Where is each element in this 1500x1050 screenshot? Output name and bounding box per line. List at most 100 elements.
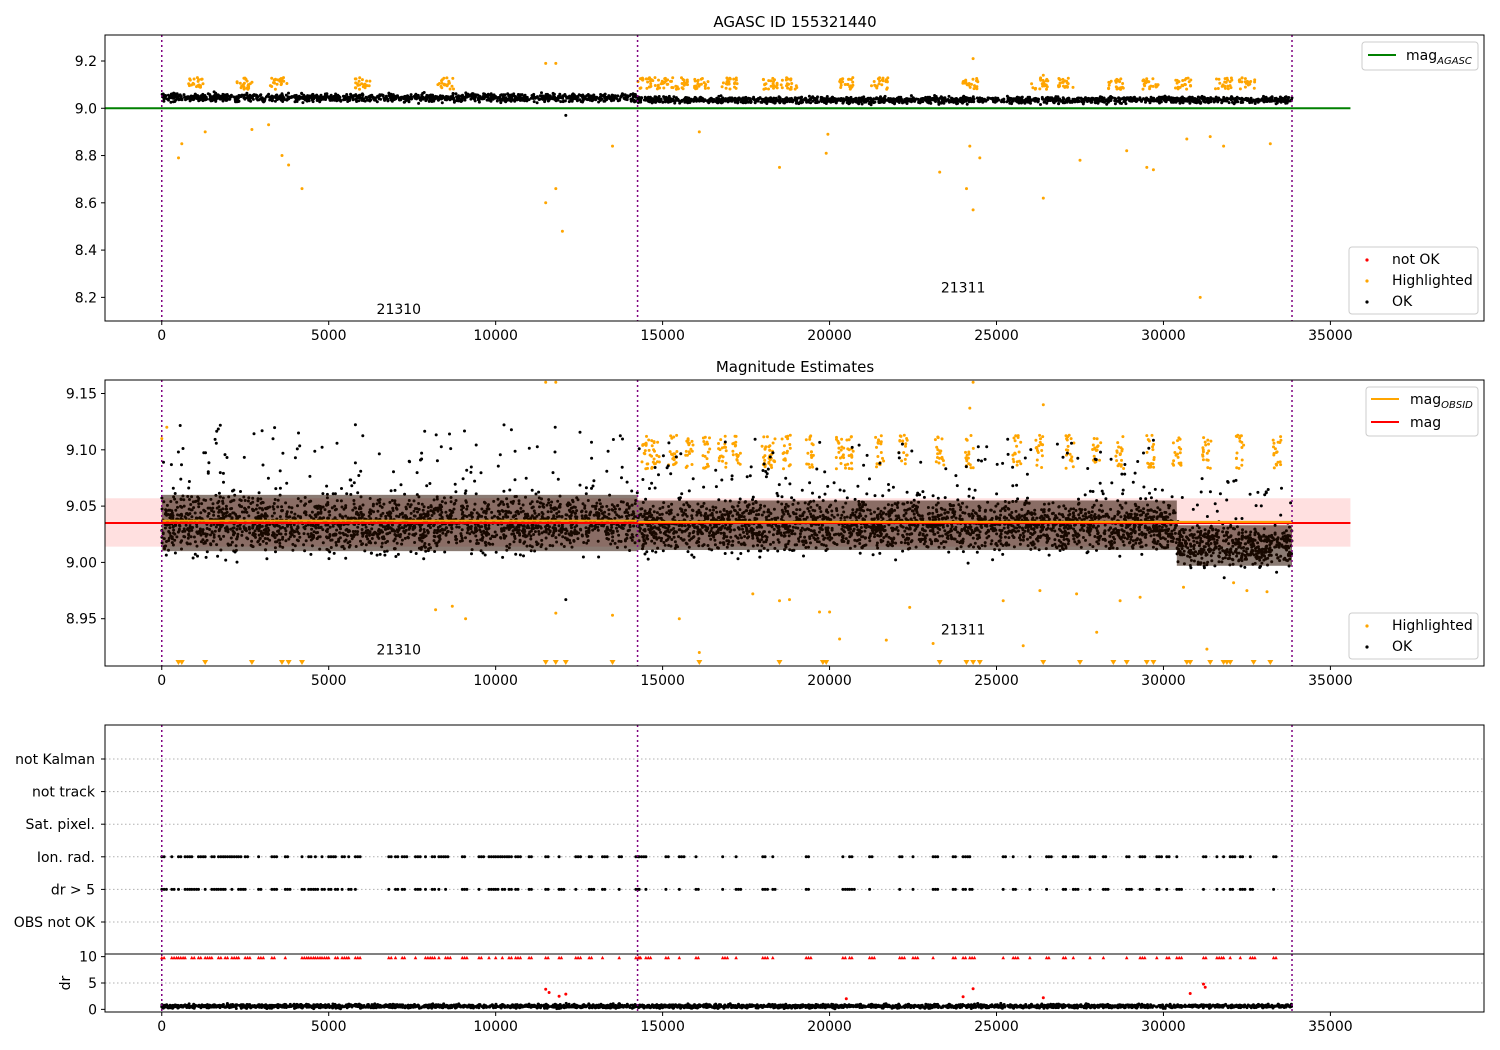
ok-point [674, 96, 678, 100]
y-tick-label: 8.4 [75, 243, 97, 259]
highlighted-point [875, 462, 879, 466]
highlighted-point [769, 79, 773, 83]
ok-point [499, 93, 503, 97]
highlighted-point [657, 455, 661, 459]
ok-point [170, 96, 173, 100]
highlighted-point [779, 83, 783, 87]
ok-point [839, 99, 843, 103]
ok-point [167, 98, 170, 102]
ok-point [1269, 96, 1273, 100]
x-tick-label: 0 [157, 328, 166, 344]
highlighted-point [775, 81, 779, 85]
highlighted-point [647, 438, 651, 442]
ok-point [343, 96, 347, 100]
highlighted-point [961, 80, 965, 84]
ok-point [514, 98, 518, 101]
ok-point [392, 98, 395, 102]
ok-point [581, 93, 585, 97]
highlighted-point [879, 451, 883, 454]
highlighted-point [662, 86, 666, 90]
ok-point [351, 98, 355, 102]
highlighted-point [544, 61, 548, 65]
highlighted-point [682, 78, 686, 82]
highlighted-point [442, 83, 446, 87]
highlighted-point [357, 79, 361, 83]
highlighted-point [1116, 441, 1120, 445]
x-tick-label: 30000 [1141, 328, 1186, 344]
ok-point [1152, 96, 1156, 100]
ok-point [171, 100, 175, 104]
x-tick-label: 20000 [807, 328, 852, 344]
highlighted-point [367, 84, 371, 88]
ok-point [1242, 97, 1246, 101]
highlighted-point [354, 86, 358, 90]
highlighted-point [938, 170, 942, 174]
ok-point [510, 94, 514, 98]
highlighted-point [718, 448, 722, 452]
ok-point [691, 98, 695, 102]
ok-point [306, 94, 310, 98]
ok-point [588, 95, 592, 99]
highlighted-point [1036, 449, 1039, 453]
ok-point [417, 101, 421, 105]
ok-point [354, 94, 358, 98]
ok-point [243, 96, 247, 100]
legend-status: not OK Highlighted OK [1348, 246, 1479, 315]
highlighted-point [834, 467, 838, 471]
ok-point [841, 101, 845, 105]
ok-point [173, 492, 177, 495]
highlighted-point [1071, 85, 1075, 89]
ok-point [926, 100, 930, 104]
ok-point [193, 92, 197, 96]
ok-point [477, 97, 481, 101]
highlighted-point [834, 456, 838, 459]
ok-point [1010, 102, 1014, 106]
ok-point [430, 97, 434, 101]
ok-point [352, 481, 356, 485]
highlighted-point [673, 462, 677, 466]
ok-point [298, 96, 302, 100]
ok-point [687, 96, 691, 100]
highlighted-point [772, 86, 775, 90]
highlighted-point [839, 448, 843, 452]
ok-point [1077, 96, 1081, 100]
highlighted-point [1240, 80, 1244, 84]
ok-point [672, 99, 676, 103]
highlighted-point [242, 87, 246, 91]
ok-point [1067, 97, 1071, 101]
ok-point [520, 93, 524, 97]
highlighted-point [839, 86, 843, 89]
ok-point [1080, 97, 1084, 101]
ok-point [367, 98, 371, 102]
highlighted-point [270, 76, 274, 80]
ok-point [279, 98, 283, 102]
highlighted-point [1181, 79, 1185, 82]
ok-point [911, 98, 915, 102]
highlighted-point [703, 435, 707, 439]
ok-point [546, 99, 550, 103]
ok-point [758, 96, 762, 100]
ok-point [1132, 97, 1136, 101]
ok-point [378, 552, 382, 556]
ok-point [350, 484, 354, 488]
ok-point [1012, 97, 1016, 101]
ok-point [235, 560, 239, 564]
highlighted-point [717, 459, 721, 463]
ok-point [431, 93, 434, 97]
legend-label: not OK [1392, 252, 1440, 268]
ok-point [206, 92, 210, 96]
ok-point [799, 99, 803, 103]
highlighted-point [706, 462, 709, 466]
ok-point [222, 94, 226, 98]
highlighted-point [686, 441, 690, 445]
highlighted-point [200, 77, 204, 81]
highlighted-point [975, 85, 979, 89]
ok-point [1145, 97, 1149, 101]
ok-point [1159, 100, 1163, 104]
highlighted-point [671, 76, 675, 80]
ok-point [616, 99, 620, 103]
highlighted-point [940, 437, 944, 441]
highlighted-point [1119, 463, 1123, 467]
ok-point [455, 99, 459, 103]
ok-point [595, 95, 599, 99]
